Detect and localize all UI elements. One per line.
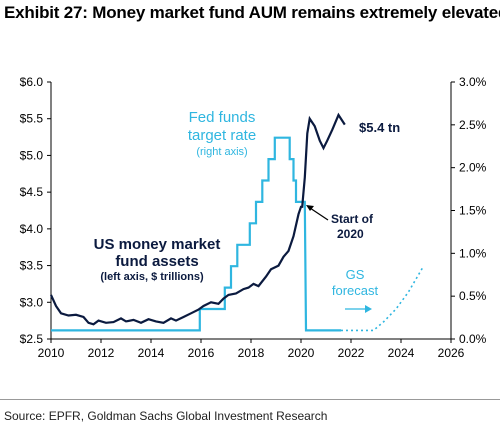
left-tick-label: $5.5 xyxy=(20,112,44,126)
gs-forecast-line2: forecast xyxy=(332,283,379,298)
fed-funds-line xyxy=(51,136,341,332)
fed-label-line2: target rate xyxy=(188,127,256,144)
mmf-label-line2: fund assets xyxy=(115,253,198,270)
left-tick-label: $5.0 xyxy=(20,148,44,162)
left-tick-label: $3.5 xyxy=(20,259,44,273)
footer-divider xyxy=(0,399,500,400)
x-tick-label: 2024 xyxy=(388,346,415,360)
left-tick-label: $2.5 xyxy=(20,332,44,346)
source-note: Source: EPFR, Goldman Sachs Global Inves… xyxy=(4,409,328,423)
left-tick-label: $4.0 xyxy=(20,222,44,236)
gs-forecast-arrowhead xyxy=(365,305,372,313)
fed-label-sub: (right axis) xyxy=(196,146,247,158)
x-tick-label: 2022 xyxy=(338,346,365,360)
x-tick-label: 2018 xyxy=(238,346,265,360)
right-tick-label: 0.5% xyxy=(459,289,487,303)
right-tick-label: 1.5% xyxy=(459,204,487,218)
mmf-label-line1: US money market xyxy=(94,236,221,253)
x-tick-label: 2010 xyxy=(38,346,65,360)
right-tick-label: 1.0% xyxy=(459,246,487,260)
mmf-assets-line xyxy=(49,112,346,326)
start-2020-arrowhead xyxy=(306,205,314,211)
right-tick-label: 3.0% xyxy=(459,75,487,89)
left-tick-label: $6.0 xyxy=(20,75,44,89)
right-tick-label: 0.0% xyxy=(459,332,487,346)
start-2020-arrow xyxy=(309,207,329,221)
x-tick-label: 2026 xyxy=(438,346,465,360)
x-tick-label: 2012 xyxy=(88,346,115,360)
chart-title: Exhibit 27: Money market fund AUM remain… xyxy=(4,3,500,22)
x-tick-label: 2016 xyxy=(188,346,215,360)
x-tick-label: 2014 xyxy=(138,346,165,360)
x-axis: 2010 2012 2014 2016 2018 2020 2022 2024 2026 xyxy=(38,339,465,360)
fed-label-line1: Fed funds xyxy=(189,109,256,126)
left-tick-label: $3.0 xyxy=(20,295,44,309)
latest-value-label: $5.4 tn xyxy=(359,120,400,135)
left-y-axis: $2.5 $3.0 $3.5 $4.0 $4.5 $5.0 $5.5 $6.0 xyxy=(20,75,51,346)
right-tick-label: 2.0% xyxy=(459,161,487,175)
x-tick-label: 2020 xyxy=(288,346,315,360)
mmf-label-sub: (left axis, $ trillions) xyxy=(100,271,204,283)
right-y-axis: 0.0% 0.5% 1.0% 1.5% 2.0% 2.5% 3.0% xyxy=(451,75,487,346)
start-2020-line2: 2020 xyxy=(337,227,364,241)
left-tick-label: $4.5 xyxy=(20,185,44,199)
chart-canvas: $2.5 $3.0 $3.5 $4.0 $4.5 $5.0 $5.5 $6.0 0.0% 0.5… xyxy=(20,75,487,360)
gs-forecast-line1: GS xyxy=(346,267,365,282)
start-2020-line1: Start of xyxy=(331,212,374,226)
right-tick-label: 2.5% xyxy=(459,118,487,132)
